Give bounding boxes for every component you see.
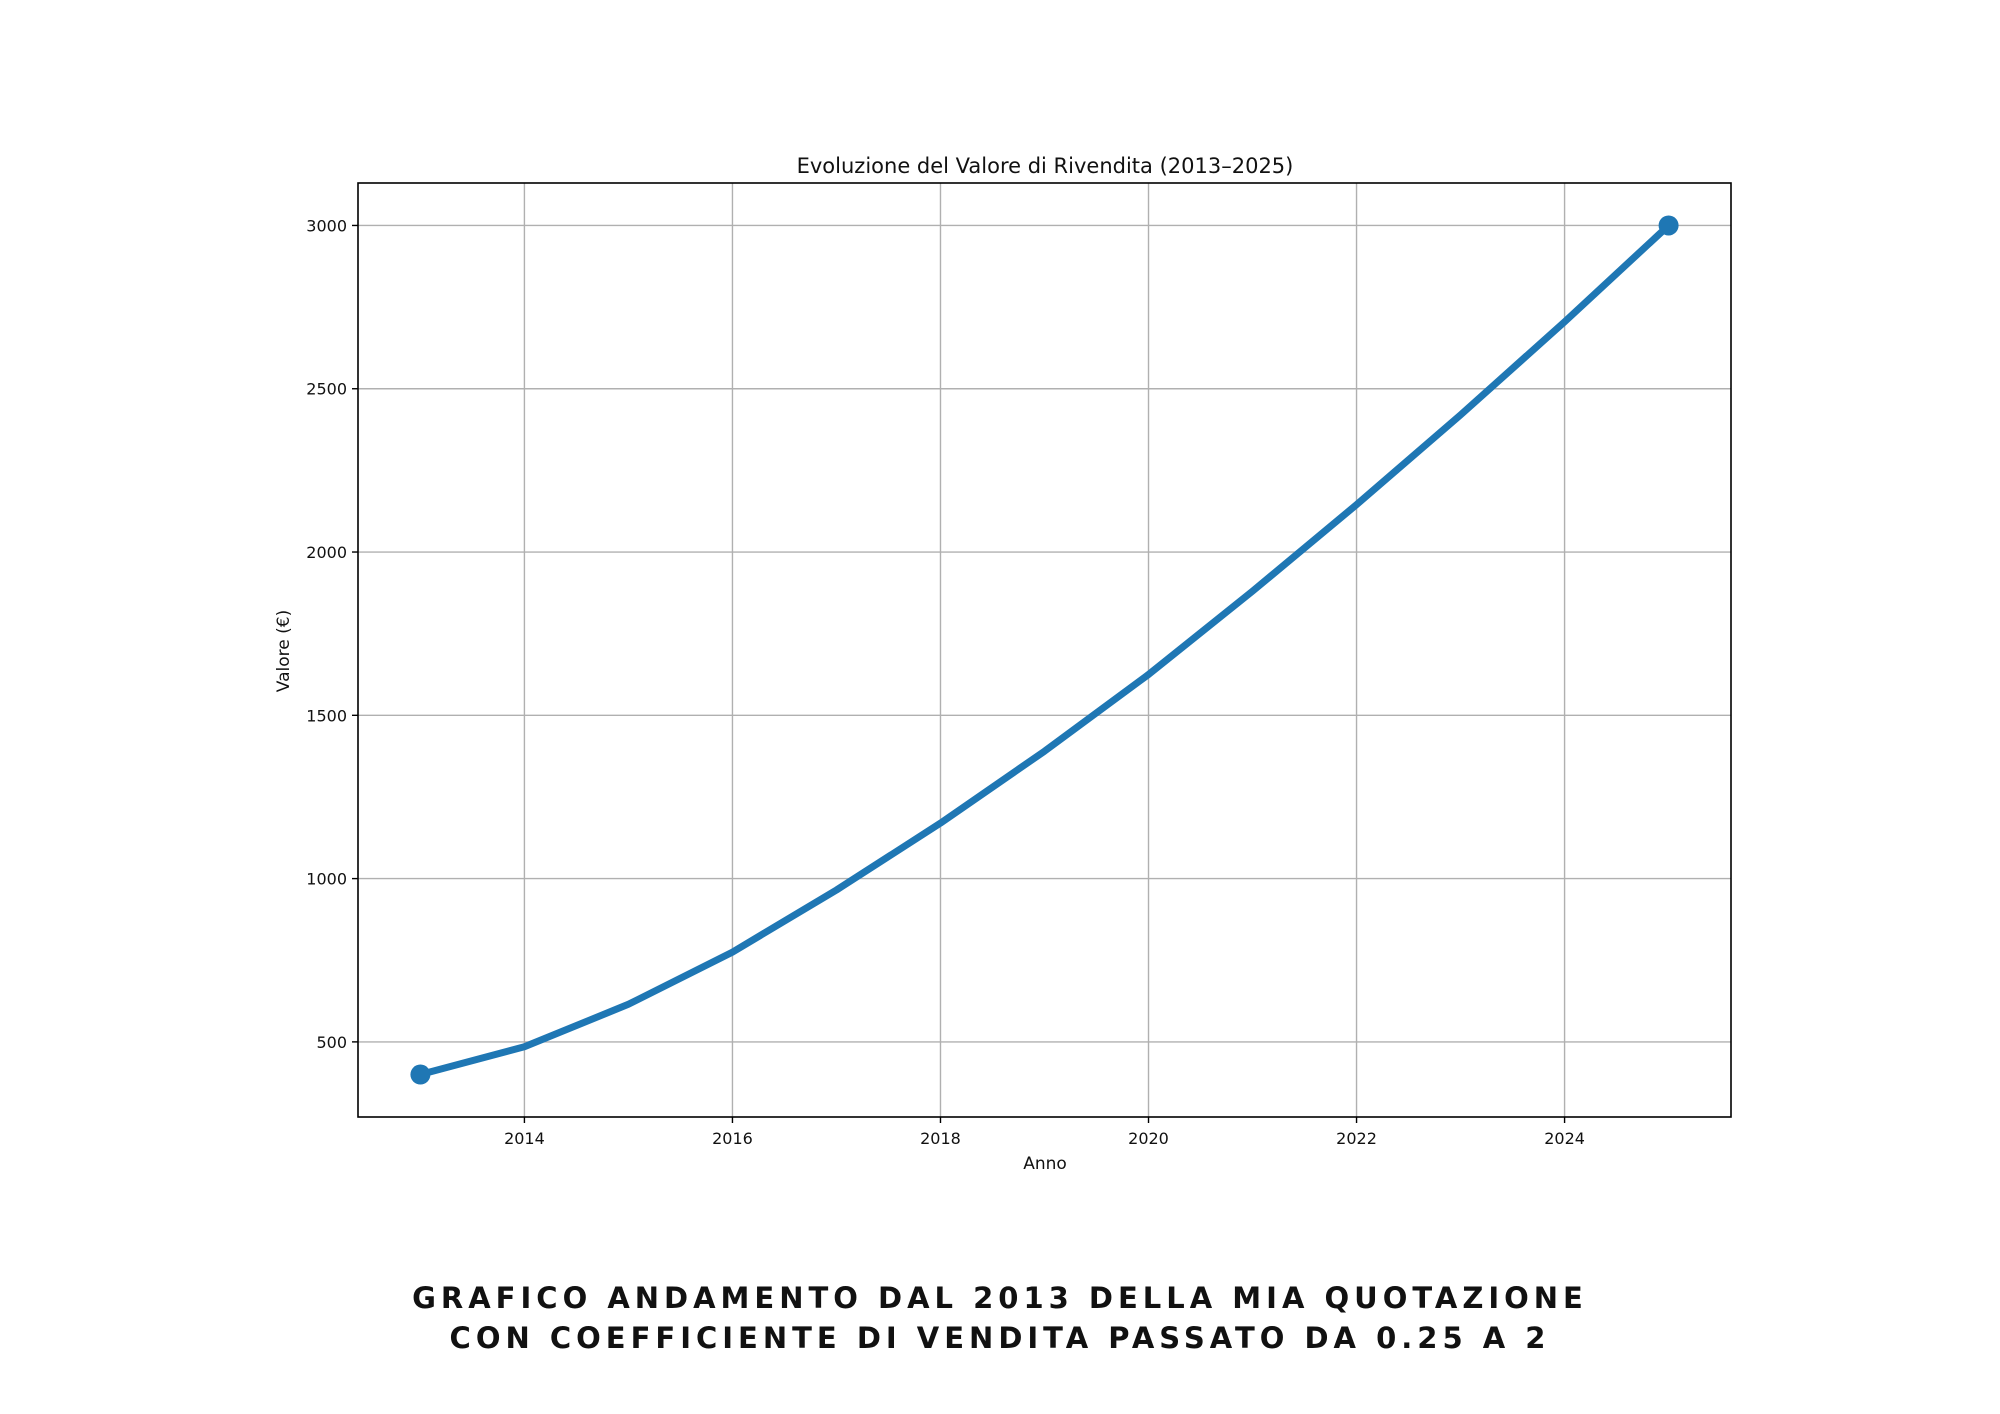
x-axis-label: Anno: [1023, 1154, 1067, 1174]
y-axis-label: Valore (€): [274, 610, 294, 692]
x-tick-label: 2018: [920, 1129, 961, 1148]
x-tick-label: 2016: [712, 1129, 753, 1148]
series: [410, 215, 1679, 1085]
caption-line-1: GRAFICO ANDAMENTO DAL 2013 DELLA MIA QUO…: [412, 1281, 1588, 1315]
grid: [358, 183, 1731, 1117]
y-tick-label: 2500: [306, 380, 347, 399]
y-tick-label: 3000: [306, 216, 347, 235]
plot-frame: [357, 182, 1732, 1118]
y-tick-label: 1000: [306, 870, 347, 889]
x-tick-label: 2024: [1544, 1129, 1585, 1148]
data-point-marker: [1658, 215, 1679, 236]
x-tick-label: 2020: [1128, 1129, 1169, 1148]
chart-title: Evoluzione del Valore di Rivendita (2013…: [797, 154, 1294, 178]
series-line: [416, 222, 1673, 1078]
caption-line-2: CON COEFFICIENTE DI VENDITA PASSATO DA 0…: [449, 1321, 1551, 1355]
y-tick-label: 500: [316, 1033, 347, 1052]
x-tick-label: 2014: [504, 1129, 545, 1148]
data-point-marker: [410, 1064, 431, 1085]
axes: 2014 2016 2018 2020 2022 2024 500 1000 1500 2000 2…: [306, 216, 1585, 1148]
x-tick-label: 2022: [1336, 1129, 1377, 1148]
y-tick-label: 1500: [306, 706, 347, 725]
y-tick-label: 2000: [306, 543, 347, 562]
